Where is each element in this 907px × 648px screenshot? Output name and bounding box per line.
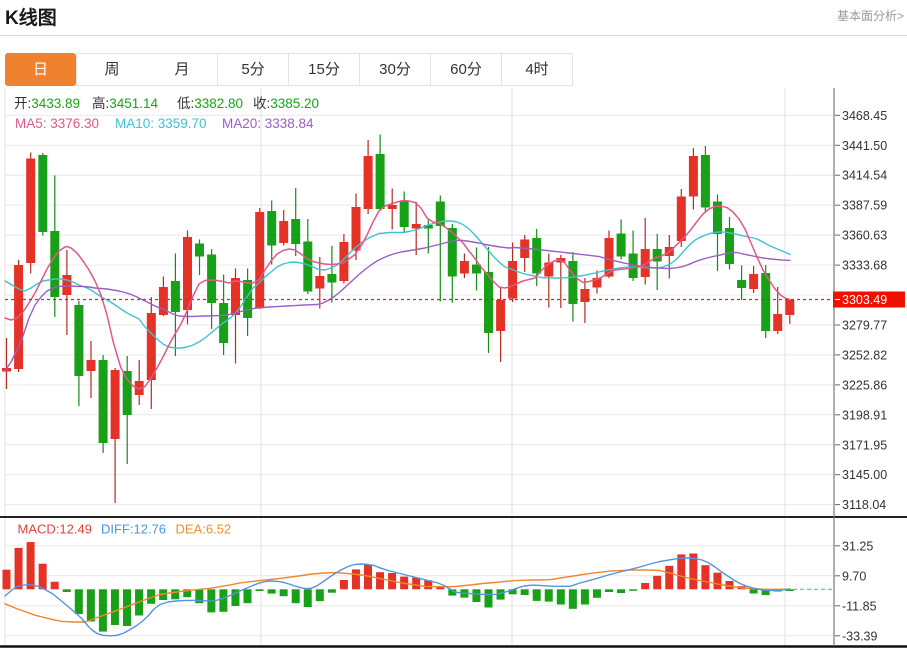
svg-text:-11.85: -11.85 xyxy=(842,599,877,613)
svg-text:3171.95: 3171.95 xyxy=(842,438,887,452)
svg-text:3198.91: 3198.91 xyxy=(842,408,887,422)
svg-text:9.70: 9.70 xyxy=(842,569,866,583)
svg-text:3414.54: 3414.54 xyxy=(842,169,887,183)
svg-text:3118.04: 3118.04 xyxy=(842,498,886,512)
svg-text:3303.49: 3303.49 xyxy=(842,293,887,307)
svg-text:3252.82: 3252.82 xyxy=(842,348,887,362)
svg-text:3225.86: 3225.86 xyxy=(842,378,887,392)
svg-text:开:3433.89高:3451.14低:3382.80收:3: 开:3433.89 高:3451.14 低:3382.80 收:3385.20 xyxy=(14,95,319,111)
svg-text:31.25: 31.25 xyxy=(842,539,873,553)
svg-text:3441.50: 3441.50 xyxy=(842,139,887,153)
svg-text:3279.77: 3279.77 xyxy=(842,319,887,333)
svg-text:3360.63: 3360.63 xyxy=(842,229,887,243)
svg-text:3333.68: 3333.68 xyxy=(842,259,887,273)
svg-text:3468.45: 3468.45 xyxy=(842,109,887,123)
svg-text:3387.59: 3387.59 xyxy=(842,199,887,213)
svg-text:3145.00: 3145.00 xyxy=(842,468,887,482)
svg-text:-33.39: -33.39 xyxy=(842,629,877,643)
